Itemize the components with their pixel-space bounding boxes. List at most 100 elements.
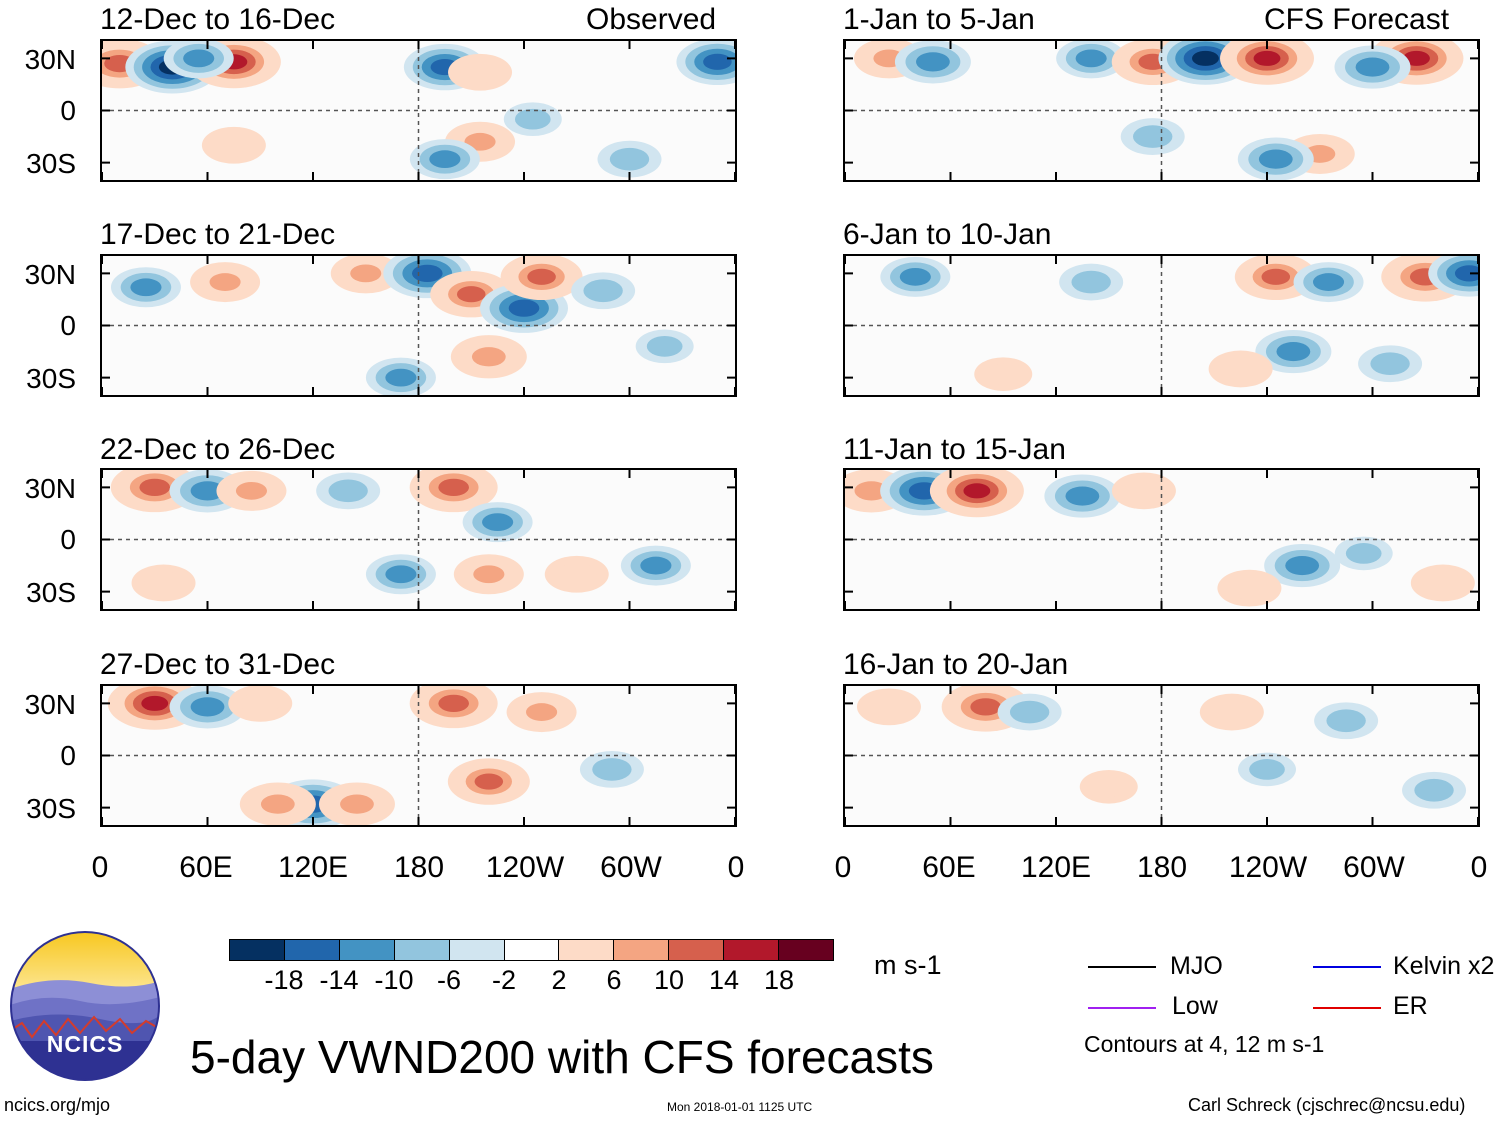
footer-timestamp: Mon 2018-01-01 1125 UTC	[667, 1100, 813, 1114]
anomaly-shade	[1009, 700, 1050, 724]
map-panel	[843, 684, 1480, 827]
anomaly-shade	[1220, 357, 1261, 381]
panel-title: 11-Jan to 15-Jan	[843, 433, 1066, 466]
colorbar-label: -6	[436, 965, 461, 995]
map-panel	[843, 39, 1480, 182]
anomaly-shade	[328, 479, 368, 503]
anomaly-shade	[209, 273, 241, 291]
anomaly-shade	[214, 133, 254, 157]
anomaly-shade	[143, 571, 184, 595]
anomaly-shade	[646, 336, 683, 357]
colorbar-cell	[668, 939, 725, 961]
x-tick-label: 180	[393, 851, 445, 884]
legend-label-low: Low	[1172, 992, 1218, 1020]
map-svg	[845, 470, 1478, 609]
colorbar-label: -14	[319, 965, 359, 995]
anomaly-shade	[1423, 571, 1463, 595]
panel-title: 12-Dec to 16-Dec	[100, 3, 336, 36]
legend-line-kelvin	[1313, 966, 1381, 968]
y-tick-label: 30N	[24, 473, 76, 504]
colorbar-label: 2	[551, 965, 567, 995]
map-svg	[102, 686, 735, 825]
y-tick-label: 30N	[24, 259, 76, 290]
colorbar-label: 14	[708, 965, 740, 995]
panel-title: 27-Dec to 31-Dec	[100, 648, 336, 681]
anomaly-shade	[609, 147, 650, 171]
x-tick-label: 120W	[485, 851, 565, 884]
anomaly-shade	[190, 697, 225, 717]
anomaly-shade	[1133, 125, 1173, 148]
colorbar-cell	[558, 939, 615, 961]
anomaly-shade	[1075, 49, 1107, 68]
map-svg	[102, 41, 735, 180]
anomaly-shade	[438, 478, 469, 497]
x-tick-label: 0	[1470, 851, 1488, 884]
map-panel	[100, 39, 737, 182]
map-svg	[102, 470, 735, 609]
anomaly-shade	[985, 363, 1022, 385]
anomaly-shade	[438, 694, 469, 713]
legend-label-er: ER	[1393, 992, 1428, 1020]
colorbar-cell	[338, 939, 395, 961]
anomaly-shade	[1414, 778, 1454, 802]
anomaly-shade	[1258, 149, 1293, 169]
anomaly-shade	[557, 562, 597, 586]
legend-label-mjo: MJO	[1170, 952, 1223, 980]
contour-note: Contours at 4, 12 m s-1	[1084, 1031, 1325, 1057]
anomaly-shade	[1192, 50, 1219, 66]
y-tick-label: 0	[60, 740, 76, 771]
colorbar-label: 18	[763, 965, 795, 995]
colorbar-cell	[448, 939, 505, 961]
x-tick-label: 0	[727, 851, 745, 884]
anomaly-shade	[471, 347, 506, 367]
anomaly-shade	[1276, 341, 1311, 362]
anomaly-shade	[474, 773, 504, 790]
anomaly-shade	[139, 478, 171, 497]
anomaly-shade	[190, 481, 225, 501]
colorbar-cell	[778, 939, 834, 961]
anomaly-shade	[235, 481, 268, 500]
y-tick-label: 0	[60, 524, 76, 555]
y-tick-label: 0	[60, 95, 76, 126]
anomaly-shade	[130, 278, 162, 297]
anomaly-shade	[970, 698, 1001, 716]
map-panel	[843, 254, 1480, 397]
x-tick-label: 120E	[1020, 851, 1092, 884]
anomaly-shade	[508, 299, 540, 317]
anomaly-shade	[1370, 352, 1410, 376]
map-panel	[843, 468, 1480, 611]
anomaly-shade	[1065, 486, 1100, 506]
anomaly-shade	[899, 267, 931, 286]
map-panel	[100, 468, 737, 611]
x-tick-label: 0	[91, 851, 109, 884]
colorbar-label: 10	[653, 965, 685, 995]
anomaly-shade	[1403, 50, 1430, 66]
anomaly-shade	[1253, 50, 1281, 66]
colorbar-label: -2	[491, 965, 516, 995]
x-tick-label: 60W	[1343, 851, 1405, 884]
anomaly-shade	[1285, 555, 1320, 576]
anomaly-shade	[260, 794, 295, 814]
anomaly-shade	[411, 264, 443, 283]
panel-title: 1-Jan to 5-Jan	[843, 3, 1035, 36]
anomaly-shade	[183, 49, 215, 68]
legend-label-kelvin: Kelvin x2	[1393, 952, 1495, 980]
x-tick-label: 60E	[179, 851, 233, 884]
y-tick-label: 30N	[24, 689, 76, 720]
anomaly-shade	[350, 264, 382, 283]
anomaly-shade	[385, 368, 417, 387]
colorbar-cell	[393, 939, 450, 961]
anomaly-shade	[141, 695, 169, 711]
legend-line-er	[1313, 1007, 1381, 1009]
anomaly-shade	[473, 565, 505, 584]
y-tick-label: 0	[60, 310, 76, 341]
anomaly-shade	[592, 758, 632, 781]
y-tick-label: 30S	[26, 148, 76, 179]
anomaly-shade	[240, 692, 280, 715]
anomaly-shade	[854, 481, 889, 501]
colorbar-label: -18	[264, 965, 304, 995]
ncics-logo: NCICS	[10, 931, 160, 1081]
map-svg	[845, 256, 1478, 395]
anomaly-shade	[963, 483, 991, 499]
x-tick-label: 180	[1136, 851, 1188, 884]
